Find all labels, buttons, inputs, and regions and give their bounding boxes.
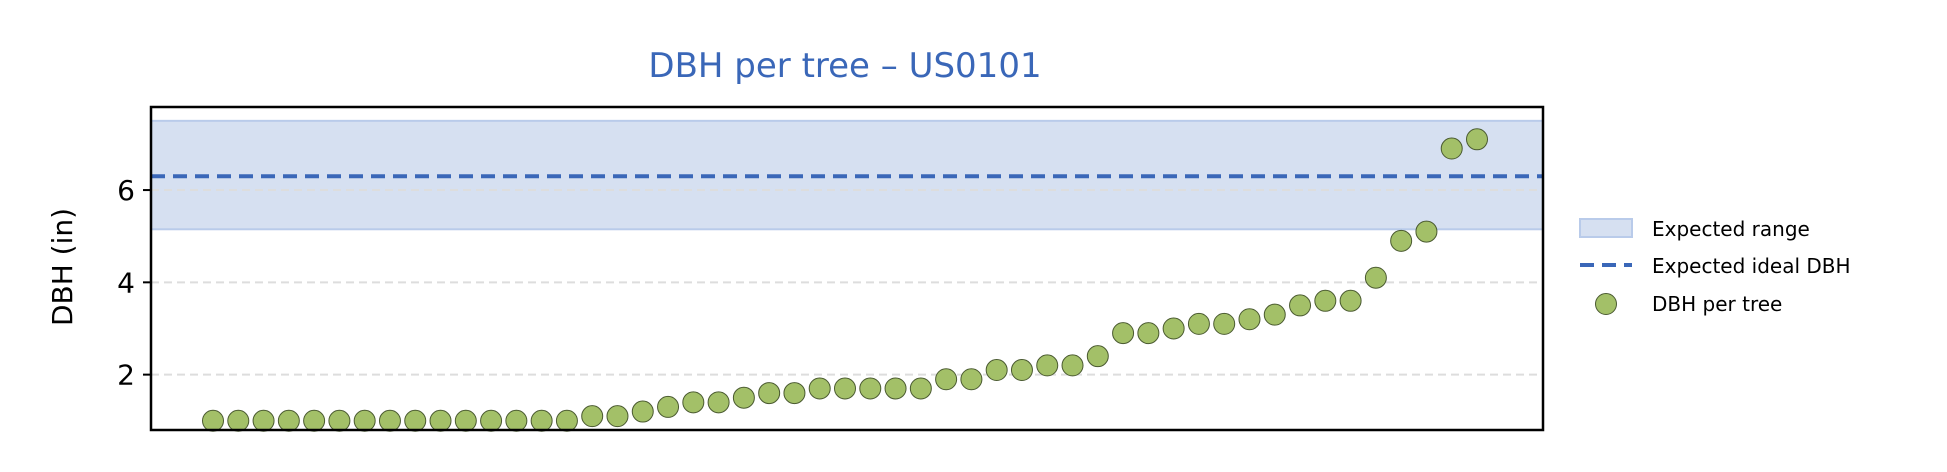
data-point <box>884 377 907 400</box>
y-tick-label: 6 <box>117 174 135 207</box>
legend-label-ideal-dbh: Expected ideal DBH <box>1652 254 1851 278</box>
data-point <box>353 409 376 432</box>
data-point <box>1112 322 1135 345</box>
data-point <box>202 409 224 432</box>
data-point <box>505 409 528 432</box>
data-point <box>732 386 755 409</box>
data-point <box>555 409 578 432</box>
data-point <box>378 409 401 432</box>
data-point <box>859 377 882 400</box>
legend: Expected range Expected ideal DBH DBH pe… <box>1579 217 1851 316</box>
data-point <box>682 391 705 414</box>
data-point <box>1364 266 1387 289</box>
data-point <box>1187 312 1210 335</box>
data-point <box>783 382 806 405</box>
legend-swatch-expected-range <box>1579 218 1633 238</box>
data-point <box>909 377 932 400</box>
data-point <box>429 409 452 432</box>
data-point <box>581 405 604 428</box>
data-point <box>1289 294 1312 317</box>
data-point <box>1314 289 1337 312</box>
data-point <box>1390 229 1413 252</box>
data-point <box>657 395 680 418</box>
data-point <box>834 377 856 400</box>
data-point <box>1061 354 1084 377</box>
chart-title: DBH per tree – US0101 <box>648 46 1041 86</box>
data-point <box>1263 303 1286 326</box>
data-point <box>454 409 477 432</box>
data-point <box>480 409 503 432</box>
data-point <box>227 409 250 432</box>
data-point <box>758 382 781 405</box>
legend-label-dbh-per-tree: DBH per tree <box>1652 292 1782 316</box>
data-point <box>1086 345 1109 368</box>
data-point <box>935 368 958 391</box>
data-point <box>277 409 300 432</box>
data-point <box>1162 317 1185 340</box>
data-point <box>1010 359 1033 382</box>
data-point <box>707 391 730 414</box>
data-point <box>530 409 553 432</box>
data-point <box>606 405 629 428</box>
legend-swatch-point <box>1595 293 1617 315</box>
data-point <box>1466 128 1488 151</box>
data-point <box>1339 289 1362 312</box>
data-point <box>631 400 654 423</box>
data-point <box>1036 354 1059 377</box>
data-point <box>985 359 1008 382</box>
data-point <box>1440 137 1463 160</box>
data-point <box>1137 322 1160 345</box>
data-point <box>808 377 831 400</box>
y-axis-label: DBH (in) <box>46 208 79 326</box>
data-point <box>1238 308 1261 331</box>
data-point <box>303 409 326 432</box>
data-point <box>404 409 427 432</box>
data-point <box>1213 312 1236 335</box>
legend-label-expected-range: Expected range <box>1652 217 1810 241</box>
plot-frame <box>149 105 1545 432</box>
data-point <box>328 409 351 432</box>
plot-area: 2 4 6 <box>117 105 1545 432</box>
data-point <box>1415 220 1438 243</box>
data-point <box>252 409 275 432</box>
y-tick-label: 2 <box>117 359 135 392</box>
data-point <box>960 368 983 391</box>
y-tick-label: 4 <box>117 266 135 299</box>
